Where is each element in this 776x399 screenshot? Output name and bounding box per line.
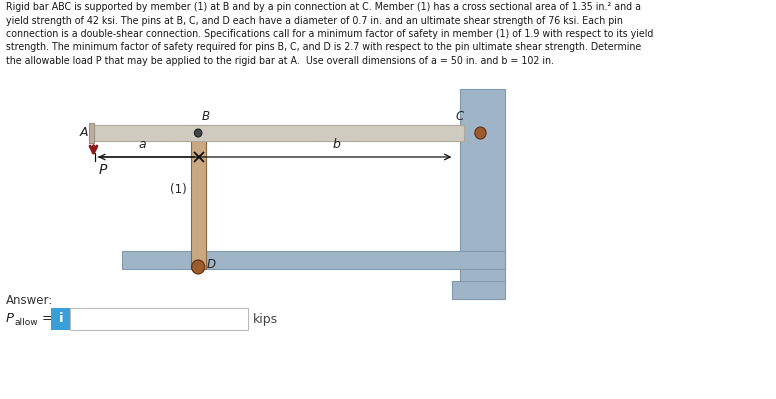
Bar (460, 89, 504, 284)
Bar (122, 251, 504, 269)
Text: a: a (139, 138, 147, 151)
Circle shape (475, 127, 486, 139)
Text: =: = (41, 312, 52, 326)
Text: b: b (332, 138, 340, 151)
Text: P: P (98, 163, 106, 177)
Text: strength. The minimum factor of safety required for pins B, C, and D is 2.7 with: strength. The minimum factor of safety r… (5, 43, 641, 53)
Bar (92, 125, 463, 141)
Bar (88, 123, 95, 143)
Text: Rigid bar ABC is supported by member (1) at B and by a pin connection at C. Memb: Rigid bar ABC is supported by member (1)… (5, 2, 641, 12)
Bar (452, 281, 504, 299)
Text: allow: allow (15, 318, 39, 327)
Text: C: C (456, 110, 463, 123)
Circle shape (192, 260, 205, 274)
Bar (51, 308, 70, 330)
Text: Answer:: Answer: (5, 294, 53, 307)
Text: P: P (5, 312, 14, 326)
Text: yield strength of 42 ksi. The pins at B, C, and D each have a diameter of 0.7 in: yield strength of 42 ksi. The pins at B,… (5, 16, 622, 26)
Text: A: A (79, 126, 88, 138)
Text: i: i (58, 312, 63, 326)
Bar (70, 308, 248, 330)
Text: the allowable load P that may be applied to the rigid bar at A.  Use overall dim: the allowable load P that may be applied… (5, 56, 553, 66)
Circle shape (195, 129, 202, 137)
Text: connection is a double-shear connection. Specifications call for a minimum facto: connection is a double-shear connection.… (5, 29, 653, 39)
Text: D: D (206, 259, 216, 271)
Text: (1): (1) (170, 182, 187, 196)
Bar (191, 125, 206, 269)
Text: kips: kips (253, 312, 279, 326)
Text: B: B (202, 110, 210, 123)
